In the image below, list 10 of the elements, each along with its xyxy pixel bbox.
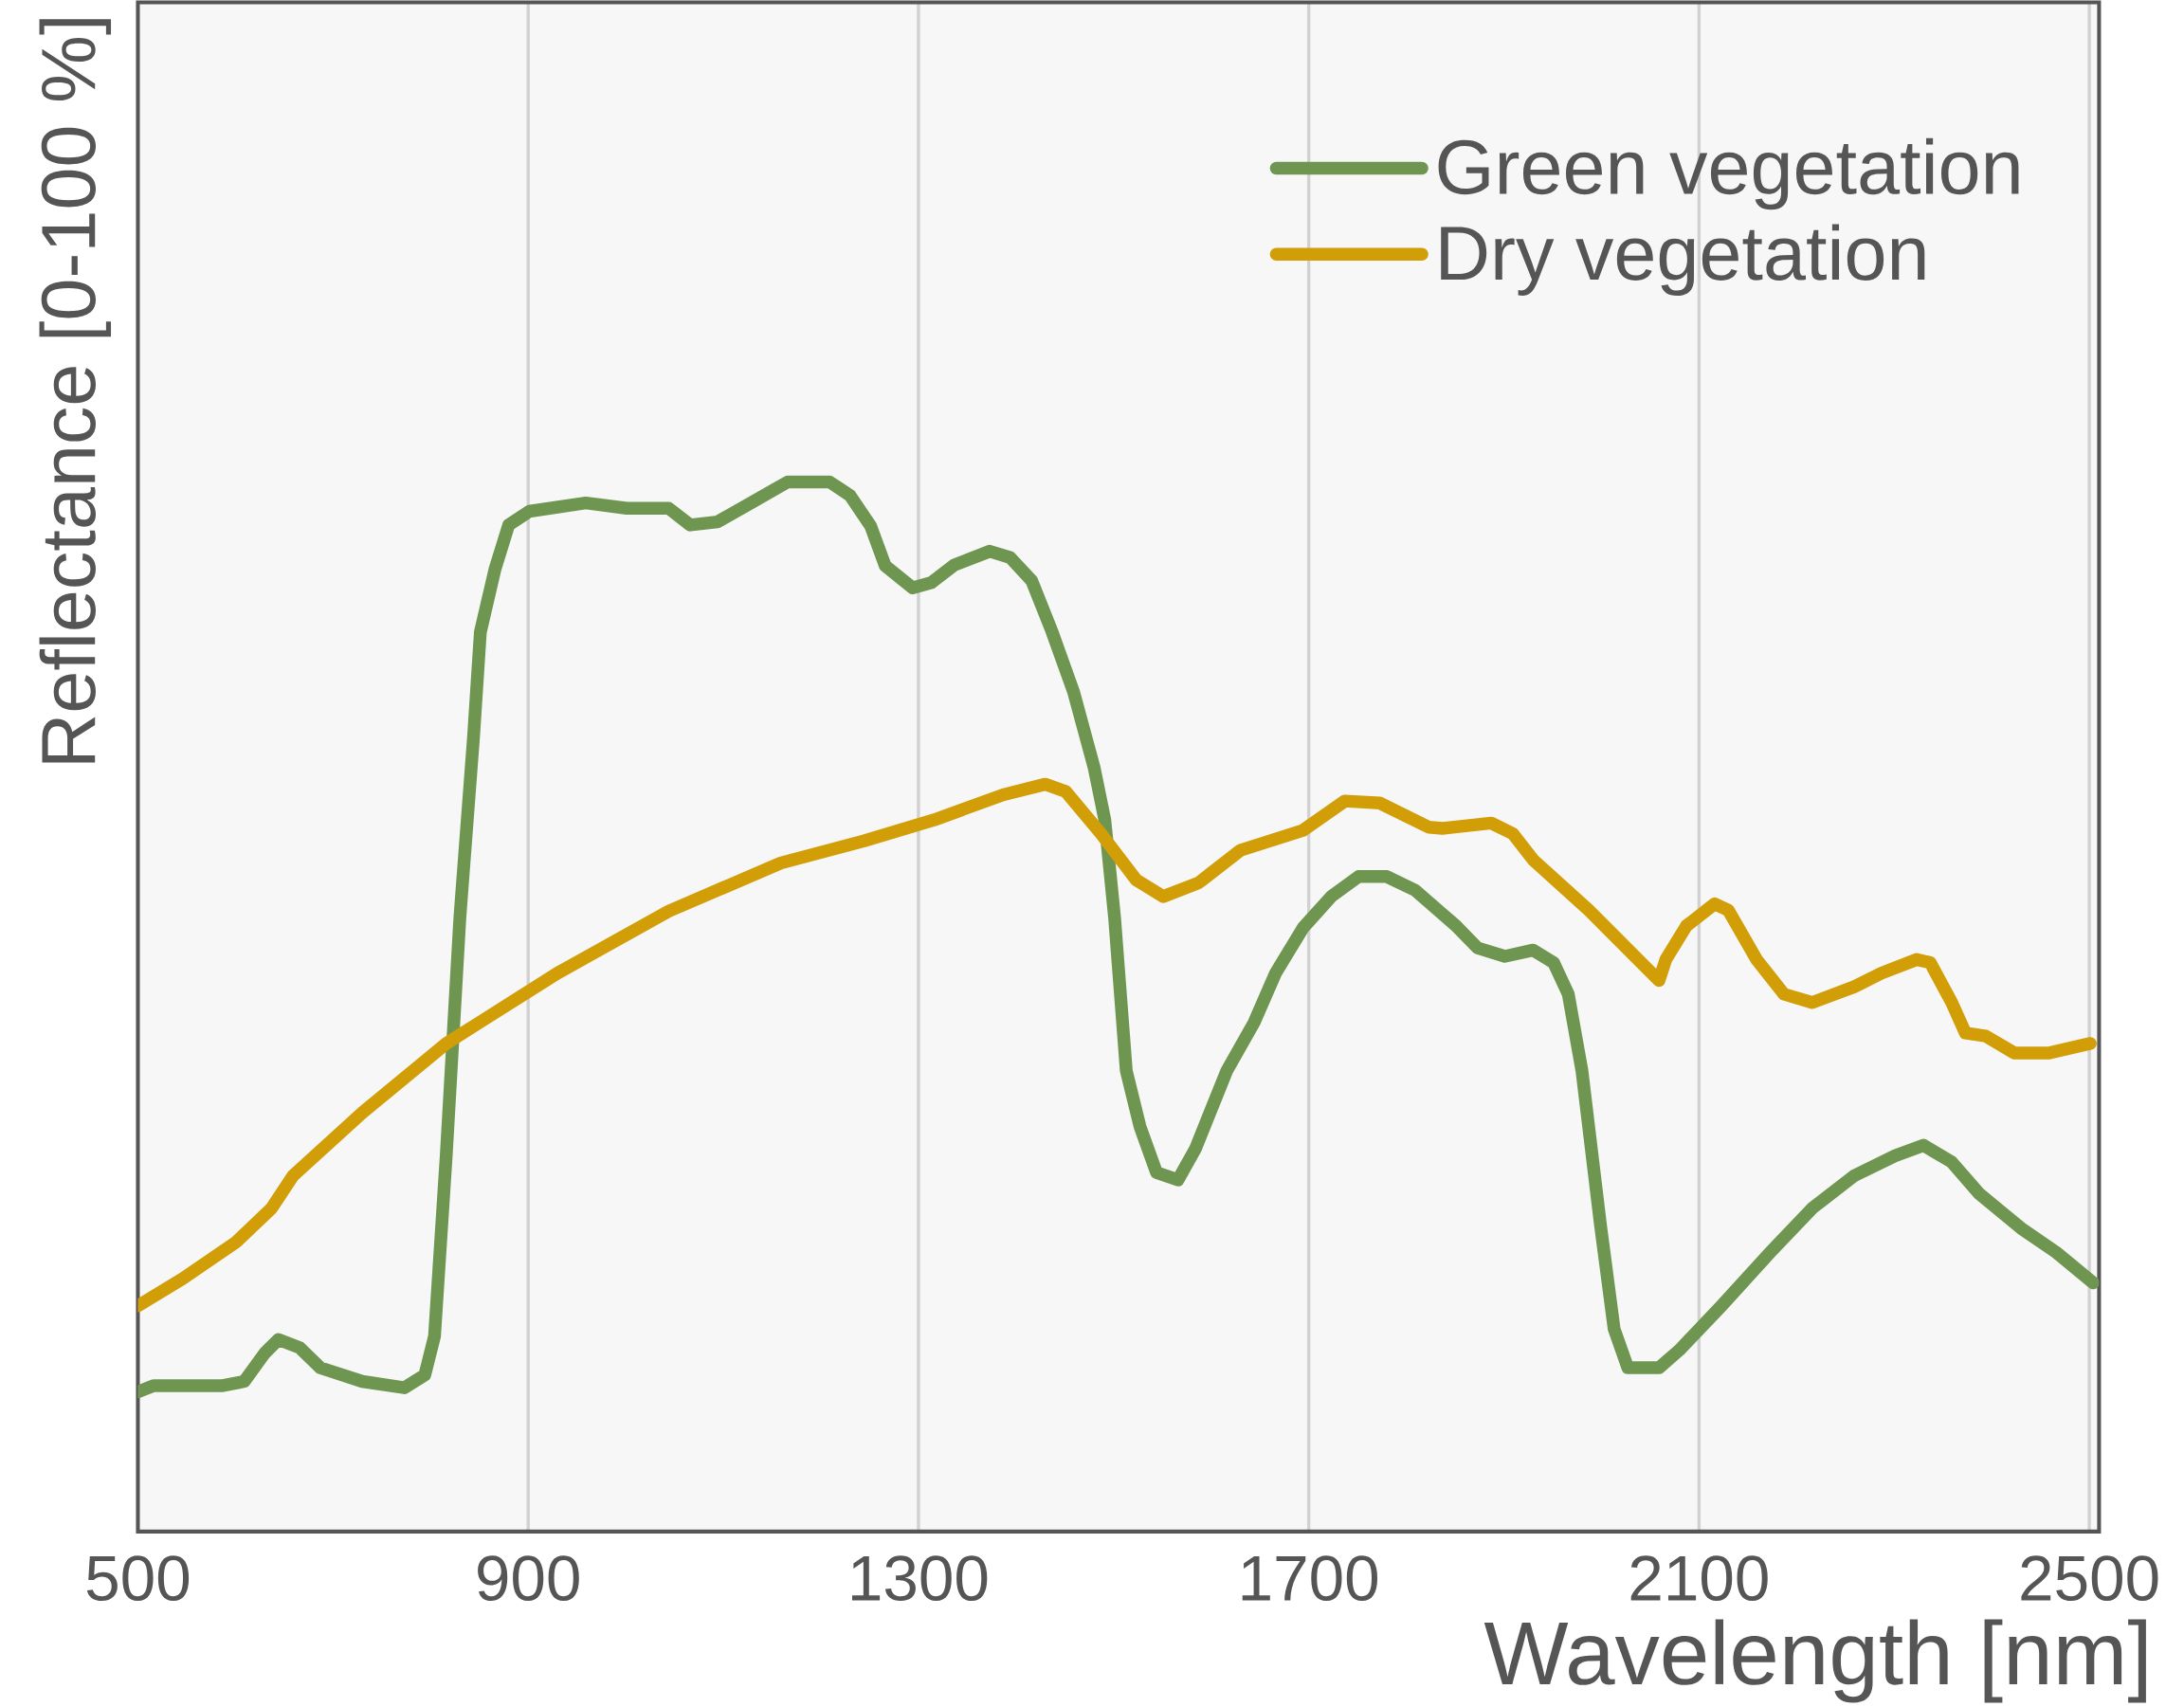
x-axis-title: Wavelength [nm] xyxy=(1483,1619,2146,1703)
x-tick-label: 500 xyxy=(86,1555,190,1602)
x-tick-label: 1700 xyxy=(1242,1555,1378,1602)
x-tick-label: 1300 xyxy=(852,1555,988,1602)
legend-label: Green vegetation xyxy=(1438,137,2019,210)
x-tick-label: 2100 xyxy=(1630,1555,1768,1602)
x-tick-label: 2500 xyxy=(2021,1555,2158,1602)
y-axis-title: Reflectance [0-100 %] xyxy=(39,19,112,763)
legend-label: Dry vegetation xyxy=(1441,224,1925,296)
x-tick-label: 900 xyxy=(478,1555,579,1602)
